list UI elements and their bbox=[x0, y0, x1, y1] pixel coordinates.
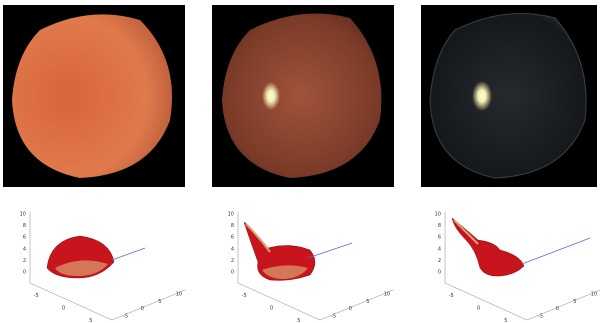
y-tick-label: -5 bbox=[538, 313, 543, 319]
z-tick-label: 0 bbox=[23, 270, 26, 276]
y-tick-label: 10 bbox=[591, 292, 597, 298]
y-tick-label: 0 bbox=[141, 306, 144, 312]
x-tick-label: 5 bbox=[89, 318, 92, 323]
x-tick-label: -5 bbox=[242, 293, 247, 299]
z-tick-label: 8 bbox=[438, 223, 441, 229]
x-tick-label: 0 bbox=[62, 306, 65, 312]
axis-line bbox=[30, 283, 112, 320]
y-tick-label: 5 bbox=[158, 299, 161, 305]
z-tick-label: 8 bbox=[23, 223, 26, 229]
y-tick-label: -5 bbox=[331, 313, 336, 319]
z-tick-label: 6 bbox=[23, 235, 26, 241]
y-tick-label: 5 bbox=[366, 299, 369, 305]
z-tick-label: 2 bbox=[231, 258, 234, 264]
axis-line bbox=[445, 283, 527, 320]
x-tick-label: 0 bbox=[270, 306, 273, 312]
y-tick-label: 0 bbox=[556, 306, 559, 312]
z-tick-label: 8 bbox=[231, 223, 234, 229]
z-tick-label: 4 bbox=[23, 246, 26, 252]
x-tick-label: 5 bbox=[504, 318, 507, 323]
plot-2-shape bbox=[244, 222, 352, 280]
z-tick-label: 4 bbox=[231, 246, 234, 252]
z-tick-label: 10 bbox=[228, 212, 234, 218]
z-tick-label: 4 bbox=[438, 246, 441, 252]
x-tick-label: -5 bbox=[34, 293, 39, 299]
x-tick-label: 5 bbox=[297, 318, 300, 323]
plot-1-shape bbox=[47, 236, 145, 278]
z-tick-label: 2 bbox=[23, 258, 26, 264]
plot-3-shape bbox=[452, 218, 590, 276]
z-tick-label: 6 bbox=[231, 235, 234, 241]
z-tick-label: 2 bbox=[438, 258, 441, 264]
z-tick-label: 0 bbox=[231, 270, 234, 276]
render-1 bbox=[3, 5, 185, 187]
z-tick-label: 10 bbox=[20, 212, 26, 218]
y-tick-label: 5 bbox=[573, 299, 576, 305]
figure: 10 8 6 4 2 0 -5 0 5 -5 0 5 10 10 8 6 4 2 0 -5 0 5 -5 0 5 10 10 8 6 4 2… bbox=[0, 0, 600, 323]
y-tick-label: 10 bbox=[384, 292, 390, 298]
y-tick-label: 10 bbox=[176, 292, 182, 298]
render-3 bbox=[421, 5, 597, 187]
x-tick-label: 0 bbox=[477, 306, 480, 312]
y-tick-label: -5 bbox=[123, 313, 128, 319]
y-tick-label: 0 bbox=[349, 306, 352, 312]
x-tick-label: -5 bbox=[449, 293, 454, 299]
z-tick-label: 10 bbox=[435, 212, 441, 218]
axis-line bbox=[238, 283, 320, 320]
render-2 bbox=[212, 5, 394, 187]
z-tick-label: 6 bbox=[438, 235, 441, 241]
z-tick-label: 0 bbox=[438, 270, 441, 276]
